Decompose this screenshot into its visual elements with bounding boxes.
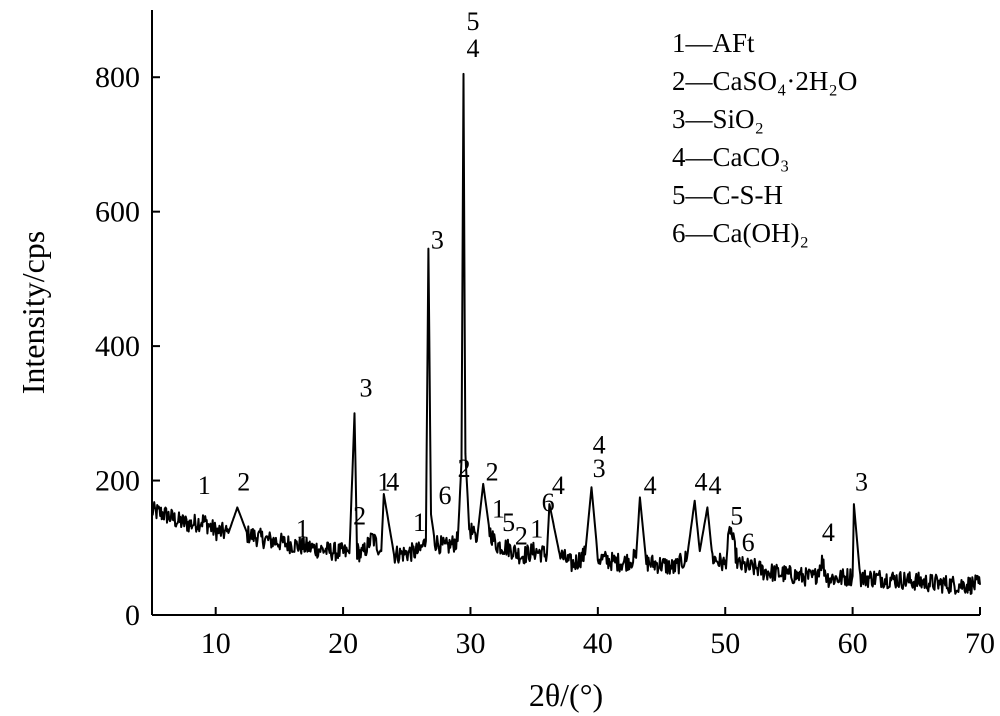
legend: 1—AFt 2—CaSO₄·2H₂O 3—SiO₂ 4—CaCO₃ 5—C-S-H 6—C… <box>672 28 857 248</box>
y-tick-label: 400 <box>95 330 140 363</box>
x-tick-label: 50 <box>710 627 740 660</box>
peak-label: 2 <box>237 468 250 497</box>
peak-label: 4 <box>552 471 565 500</box>
legend-entry: 5—C-S-H <box>672 180 783 210</box>
peak-label: 1 <box>413 508 426 537</box>
x-tick-label: 60 <box>838 627 868 660</box>
peak-label: 4 <box>467 34 480 63</box>
peak-label: 5 <box>502 508 515 537</box>
peak-label: 4 <box>644 471 657 500</box>
x-tick-label: 40 <box>583 627 613 660</box>
peak-label: 6 <box>438 481 451 510</box>
legend-entry: 4—CaCO₃ <box>672 142 789 172</box>
peak-label: 1 <box>198 471 211 500</box>
peak-label: 3 <box>855 468 868 497</box>
peak-label: 2 <box>486 458 499 487</box>
y-tick-label: 0 <box>125 599 140 632</box>
peak-label: 4 <box>822 518 835 547</box>
y-axis-label: Intensity/cps <box>15 231 51 395</box>
x-tick-label: 10 <box>201 627 231 660</box>
peak-label: 2 <box>353 501 366 530</box>
legend-entry: 2—CaSO₄·2H₂O <box>672 66 857 96</box>
legend-entry: 3—SiO₂ <box>672 104 764 134</box>
peak-label: 1 <box>296 515 309 544</box>
series-layer <box>151 72 981 595</box>
x-tick-label: 30 <box>455 627 485 660</box>
peak-label: 4 <box>695 468 708 497</box>
y-tick-label: 200 <box>95 465 140 498</box>
peak-label: 4 <box>709 471 722 500</box>
peak-label: 4 <box>386 468 399 497</box>
peak-label: 3 <box>593 454 606 483</box>
y-tick-label: 600 <box>95 196 140 229</box>
peak-label: 1 <box>492 495 505 524</box>
x-tick-label: 20 <box>328 627 358 660</box>
y-tick-label: 800 <box>95 61 140 94</box>
xrd-trace <box>151 72 981 595</box>
peak-label: 2 <box>515 521 528 550</box>
peak-label: 3 <box>431 226 444 255</box>
x-tick-label: 70 <box>965 627 995 660</box>
legend-entry: 1—AFt <box>672 28 755 58</box>
peak-label: 1 <box>530 515 543 544</box>
peak-label: 3 <box>360 374 373 403</box>
axes: 10 20 30 40 50 60 70 0 200 400 600 800 <box>95 10 995 660</box>
x-axis-label: 2θ/(°) <box>529 677 603 713</box>
legend-entry: 6—Ca(OH)₂ <box>672 218 809 248</box>
peak-label: 6 <box>742 528 755 557</box>
peak-label: 4 <box>593 431 606 460</box>
peak-label: 6 <box>542 488 555 517</box>
peak-label: 2 <box>458 454 471 483</box>
peak-label: 5 <box>467 7 480 36</box>
peak-label: 1 <box>377 468 390 497</box>
peak-label: 5 <box>730 501 743 530</box>
